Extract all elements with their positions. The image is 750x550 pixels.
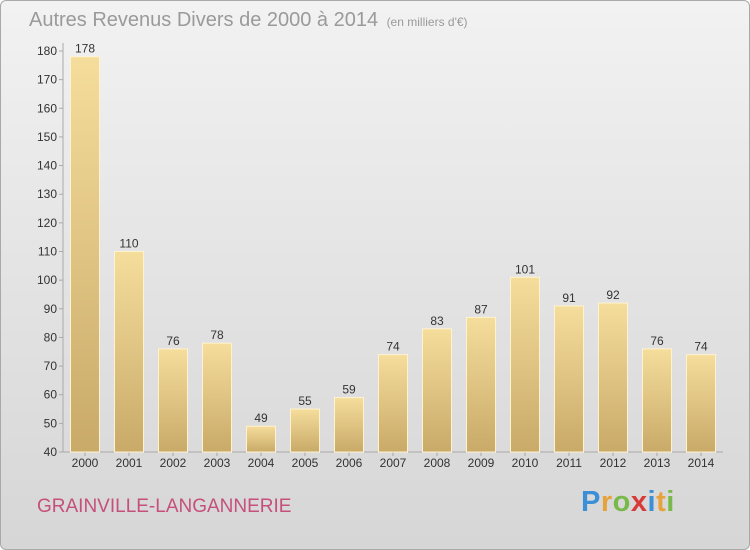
- bar: [554, 305, 584, 453]
- y-tick-label: 160: [37, 101, 57, 115]
- logo-letter: r: [600, 486, 613, 518]
- bar-value-label: 92: [606, 288, 620, 302]
- bar-value-label: 74: [386, 340, 400, 354]
- bar-value-label: 101: [515, 262, 535, 276]
- x-tick-label: 2012: [600, 456, 627, 470]
- chart-title: Autres Revenus Divers de 2000 à 2014 (en…: [29, 9, 468, 32]
- bar-value-label: 178: [75, 42, 95, 56]
- bar-value-label: 76: [650, 334, 664, 348]
- bar: [422, 328, 452, 453]
- bar: [642, 348, 672, 453]
- y-tick-label: 120: [37, 216, 57, 230]
- y-tick-label: 170: [37, 73, 57, 87]
- x-tick-label: 2009: [468, 456, 495, 470]
- logo-letter: i: [647, 486, 657, 518]
- y-tick-label: 130: [37, 187, 57, 201]
- chart-labels: 178 2000 110 2001 76 2002 78 2003 49 2004 55 2005 59…: [72, 42, 715, 470]
- x-tick-label: 2014: [688, 456, 715, 470]
- x-tick-label: 2002: [160, 456, 187, 470]
- bar: [466, 316, 496, 453]
- y-tick-label: 40: [44, 445, 58, 459]
- logo-letter: t: [656, 486, 667, 518]
- bar-value-label: 110: [119, 237, 138, 251]
- bar-value-label: 49: [254, 411, 268, 425]
- x-tick-label: 2004: [248, 456, 275, 470]
- x-tick-label: 2010: [512, 456, 539, 470]
- bar: [202, 342, 232, 453]
- logo-letter: i: [666, 486, 675, 518]
- y-tick-label: 70: [44, 359, 58, 373]
- chart-bars: [70, 56, 716, 453]
- bar: [246, 425, 276, 453]
- logo-letter: x: [630, 486, 648, 518]
- x-tick-label: 2006: [336, 456, 363, 470]
- x-tick-label: 2013: [644, 456, 671, 470]
- bar-value-label: 74: [694, 340, 708, 354]
- y-tick-label: 180: [37, 44, 57, 58]
- bar: [686, 354, 716, 453]
- bar: [290, 408, 320, 453]
- y-tick-label: 140: [37, 159, 57, 173]
- y-tick-label: 150: [37, 130, 57, 144]
- bar: [510, 276, 540, 453]
- bar: [158, 348, 188, 453]
- x-tick-label: 2005: [292, 456, 319, 470]
- bar: [114, 251, 144, 453]
- bar-value-label: 78: [210, 328, 224, 342]
- x-tick-label: 2007: [380, 456, 407, 470]
- bar: [378, 354, 408, 453]
- commune-name: GRAINVILLE-LANGANNERIE: [37, 496, 292, 517]
- y-tick-label: 100: [37, 273, 57, 287]
- chart-title-text: Autres Revenus Divers de 2000 à 2014: [29, 9, 379, 31]
- x-tick-label: 2001: [116, 456, 143, 470]
- y-tick-label: 50: [44, 416, 58, 430]
- bar-value-label: 55: [298, 394, 312, 408]
- logo-letter: P: [581, 486, 601, 518]
- bar: [334, 397, 364, 453]
- bar-value-label: 76: [166, 334, 180, 348]
- x-tick-label: 2011: [556, 456, 582, 470]
- y-tick-label: 90: [44, 302, 58, 316]
- y-tick-label: 60: [44, 388, 58, 402]
- x-tick-label: 2003: [204, 456, 231, 470]
- y-tick-label: 80: [44, 330, 58, 344]
- bar-value-label: 59: [342, 383, 356, 397]
- x-tick-label: 2008: [424, 456, 451, 470]
- bar-value-label: 83: [430, 314, 444, 328]
- bar: [70, 56, 100, 453]
- y-tick-label: 110: [38, 245, 57, 259]
- proxiti-logo: Proxiti: [581, 486, 675, 519]
- chart-unit-text: (en milliers d'€): [386, 15, 468, 29]
- x-tick-label: 2000: [72, 456, 99, 470]
- bar-value-label: 91: [562, 291, 576, 305]
- bar-value-label: 87: [474, 302, 488, 316]
- bar: [598, 302, 628, 453]
- logo-letter: o: [612, 486, 631, 518]
